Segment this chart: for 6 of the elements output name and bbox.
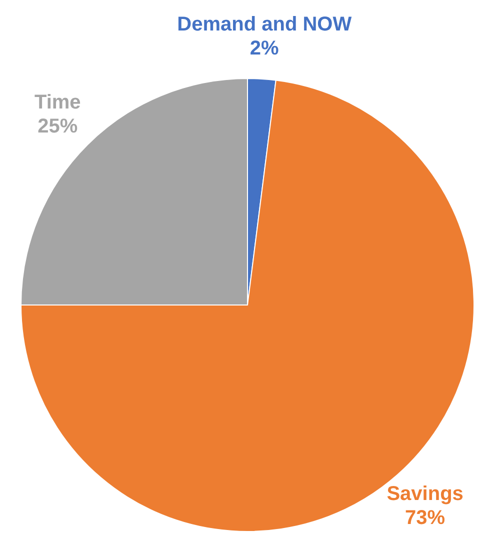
slice-label: Demand and NOW [177, 14, 352, 36]
data-label: 25% [38, 116, 78, 138]
data-label: 73% [405, 506, 446, 529]
slice-label: Savings [386, 482, 464, 505]
slice-label: Time [34, 92, 81, 114]
data-label: 2% [250, 38, 280, 60]
